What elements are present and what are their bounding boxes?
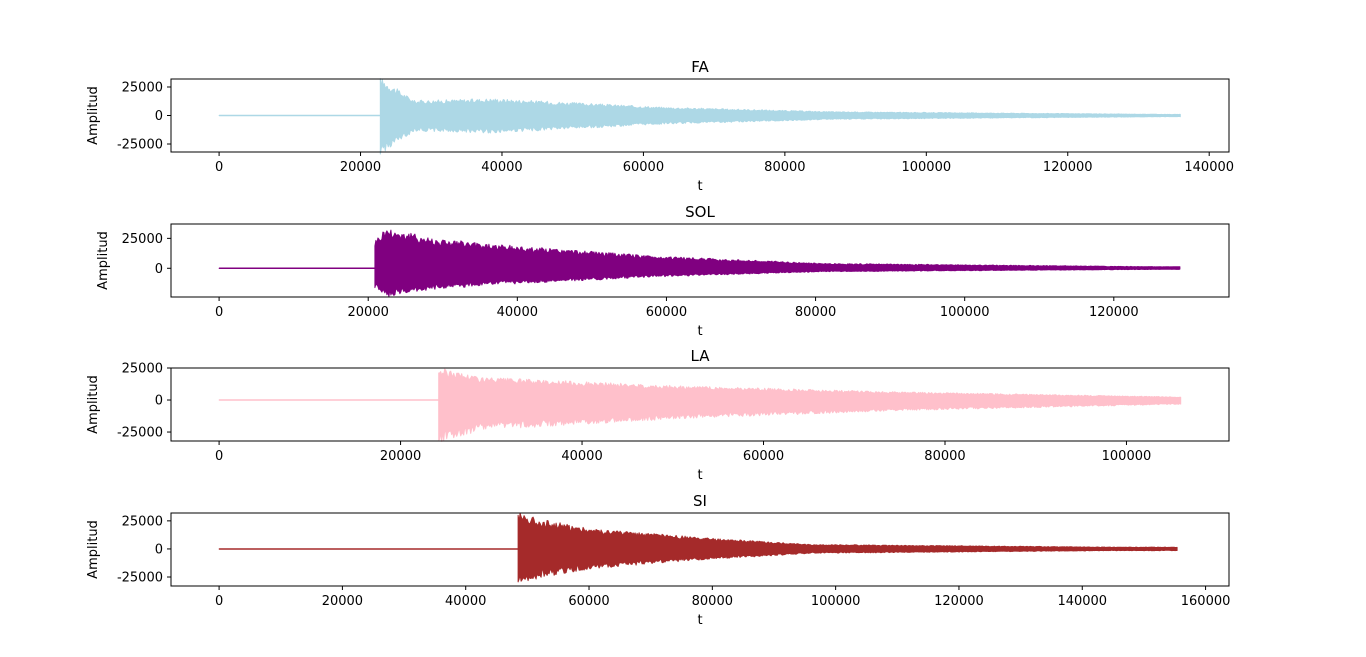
y-axis-label: Amplitud xyxy=(86,375,101,434)
y-tick-label: 25000 xyxy=(122,80,163,95)
x-tick-label: 20000 xyxy=(322,594,363,609)
x-tick-label: 20000 xyxy=(348,305,389,320)
y-tick-label: 25000 xyxy=(122,232,163,247)
y-tick-label: -25000 xyxy=(117,571,163,586)
x-tick-label: 120000 xyxy=(934,594,984,609)
x-tick-label: 60000 xyxy=(568,594,609,609)
series-line xyxy=(218,229,1181,297)
subplot-title: FA xyxy=(691,58,709,76)
x-tick-label: 100000 xyxy=(901,160,951,175)
subplot-title: LA xyxy=(691,347,711,365)
y-tick-label: 0 xyxy=(155,542,163,557)
x-tick-label: 0 xyxy=(215,160,223,175)
x-axis-label: t xyxy=(697,468,702,483)
y-tick-label: 0 xyxy=(155,394,163,409)
series-line xyxy=(218,512,1178,583)
x-tick-label: 40000 xyxy=(481,160,522,175)
x-tick-label: 160000 xyxy=(1181,594,1231,609)
axes-frame xyxy=(170,223,1230,298)
x-tick-label: 120000 xyxy=(1089,305,1139,320)
subplot-1: 0 20000 40000 60000 80000 100000 120000 140000 2… xyxy=(86,58,1234,194)
axes-frame xyxy=(170,512,1230,587)
subplot-4: 0 20000 40000 60000 80000 100000 120000 140000 1… xyxy=(86,492,1230,628)
x-tick-label: 100000 xyxy=(1102,449,1152,464)
x-tick-label: 100000 xyxy=(940,305,990,320)
x-tick-label: 60000 xyxy=(743,449,784,464)
axes-frame xyxy=(170,367,1230,442)
x-tick-label: 80000 xyxy=(924,449,965,464)
y-axis-label: Amplitud xyxy=(86,520,101,579)
y-tick-label: 0 xyxy=(155,109,163,124)
x-tick-label: 0 xyxy=(215,449,223,464)
y-tick-label: -25000 xyxy=(117,138,163,153)
subplot-2: 0 20000 40000 60000 80000 100000 120000 25000 0 S… xyxy=(96,203,1230,339)
x-tick-label: 40000 xyxy=(497,305,538,320)
x-tick-label: 40000 xyxy=(445,594,486,609)
x-tick-label: 140000 xyxy=(1184,160,1234,175)
y-axis-label: Amplitud xyxy=(96,231,111,290)
x-tick-label: 20000 xyxy=(340,160,381,175)
y-tick-label: 25000 xyxy=(122,362,163,377)
x-tick-label: 80000 xyxy=(795,305,836,320)
x-tick-label: 0 xyxy=(215,594,223,609)
x-axis-label: t xyxy=(697,613,702,628)
x-tick-label: 80000 xyxy=(692,594,733,609)
series-line xyxy=(218,78,1181,155)
x-tick-label: 60000 xyxy=(623,160,664,175)
subplot-title: SI xyxy=(693,492,707,510)
series-line xyxy=(218,368,1182,442)
y-tick-label: 0 xyxy=(155,262,163,277)
y-axis-label: Amplitud xyxy=(86,86,101,145)
x-tick-label: 60000 xyxy=(646,305,687,320)
x-tick-label: 20000 xyxy=(380,449,421,464)
x-tick-label: 80000 xyxy=(764,160,805,175)
y-tick-label: -25000 xyxy=(117,426,163,441)
subplot-title: SOL xyxy=(685,203,715,221)
subplot-3: 0 20000 40000 60000 80000 100000 25000 0 -25000 L… xyxy=(86,347,1230,483)
x-tick-label: 0 xyxy=(215,305,223,320)
x-tick-label: 140000 xyxy=(1057,594,1107,609)
x-axis-label: t xyxy=(697,179,702,194)
x-tick-label: 40000 xyxy=(561,449,602,464)
x-tick-label: 100000 xyxy=(811,594,861,609)
x-tick-label: 120000 xyxy=(1043,160,1093,175)
y-tick-label: 25000 xyxy=(122,514,163,529)
x-axis-label: t xyxy=(697,324,702,339)
